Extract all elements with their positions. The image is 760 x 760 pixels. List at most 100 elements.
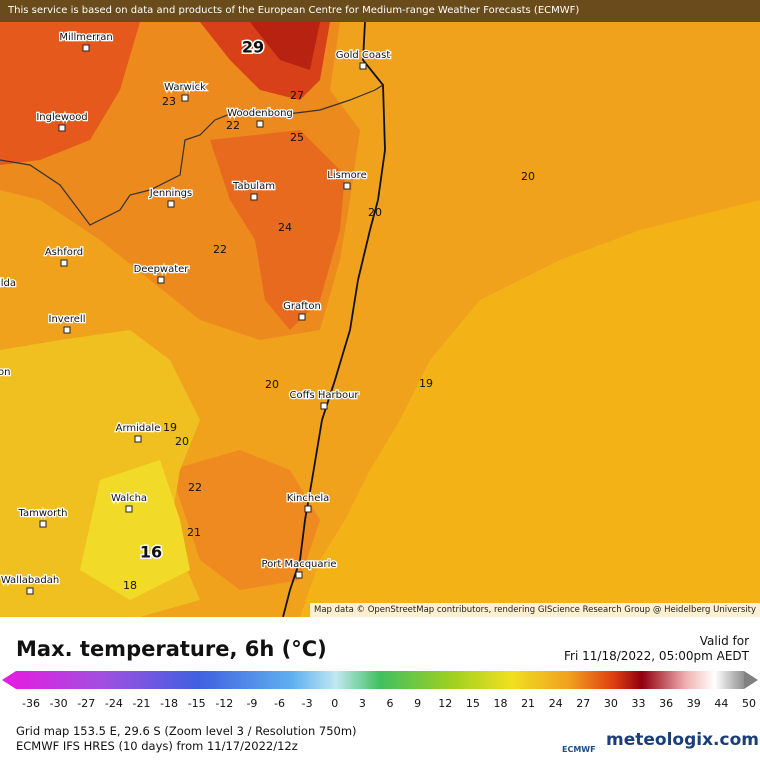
- scale-tick-label: -6: [274, 697, 285, 710]
- place-label: Warwick: [164, 82, 206, 93]
- scale-tick-label: -30: [50, 697, 68, 710]
- place-label: Port Macquarie: [261, 559, 336, 570]
- model-info: ECMWF IFS HRES (10 days) from 11/17/2022…: [16, 739, 298, 753]
- contour-label: 21: [187, 526, 201, 539]
- map-attribution: Map data © OpenStreetMap contributors, r…: [310, 603, 760, 617]
- scale-tick-label: 0: [331, 697, 338, 710]
- contour-label: 20: [175, 435, 189, 448]
- place-label: Tamworth: [18, 508, 68, 519]
- place-label: Inverell: [49, 314, 86, 325]
- place-marker: [320, 402, 328, 410]
- map: Millmerran Gold Coast Warwick Inglewood Wood…: [0, 0, 760, 617]
- ecmwf-logo: ECMWF: [562, 745, 596, 754]
- coastline: [282, 21, 386, 617]
- place-marker: [359, 62, 367, 70]
- contour-label: 27: [290, 89, 304, 102]
- scale-tick-label: 9: [414, 697, 421, 710]
- place-marker: [304, 505, 312, 513]
- contour-label: 23: [162, 95, 176, 108]
- contour-label: 20: [265, 378, 279, 391]
- place-marker: [125, 505, 133, 513]
- place-label: Lismore: [327, 170, 366, 181]
- scale-tick-label: -9: [246, 697, 257, 710]
- scale-tick-label: -18: [160, 697, 178, 710]
- place-marker: [134, 435, 142, 443]
- scale-tick-label: 6: [387, 697, 394, 710]
- scale-tick-label: 27: [576, 697, 590, 710]
- hot-zone-west: [0, 22, 140, 165]
- grid-info: Grid map 153.5 E, 29.6 S (Zoom level 3 /…: [16, 724, 357, 738]
- scale-tick-label: 18: [493, 697, 507, 710]
- warm-zone-south: [170, 450, 320, 590]
- place-label: Gold Coast: [336, 50, 391, 61]
- scale-tick-label: 36: [659, 697, 673, 710]
- place-marker: [26, 587, 34, 595]
- contour-label: 22: [188, 481, 202, 494]
- contour-label: 20: [521, 170, 535, 183]
- place-label: Walcha: [111, 493, 147, 504]
- scale-tick-label: 50: [742, 697, 756, 710]
- hottest-zone: [250, 22, 320, 70]
- state-border: [0, 84, 384, 226]
- place-marker: [167, 200, 175, 208]
- place-label: ilda: [0, 278, 16, 289]
- place-marker: [181, 94, 189, 102]
- legend-title: Max. temperature, 6h (°C): [16, 637, 327, 661]
- contour-label: 20: [368, 206, 382, 219]
- scale-tick-label: 30: [604, 697, 618, 710]
- contour-label: 25: [290, 131, 304, 144]
- coolest-zone: [80, 460, 190, 600]
- scale-tick-label: -15: [188, 697, 206, 710]
- site-logo: meteologix.com: [606, 730, 759, 750]
- scale-arrow-right: [744, 671, 758, 689]
- contour-label: 16: [140, 543, 162, 562]
- valid-time: Fri 11/18/2022, 05:00pm AEDT: [564, 649, 749, 663]
- scale-tick-label: -27: [77, 697, 95, 710]
- place-marker: [250, 193, 258, 201]
- scale-tick-label: -21: [132, 697, 150, 710]
- place-marker: [157, 276, 165, 284]
- scale-tick-label: 12: [438, 697, 452, 710]
- contour-label: 18: [123, 579, 137, 592]
- place-label: Millmerran: [59, 32, 112, 43]
- scale-tick-label: 24: [549, 697, 563, 710]
- place-label: Kinchela: [287, 493, 330, 504]
- place-marker: [63, 326, 71, 334]
- contour-label: 22: [213, 243, 227, 256]
- scale-arrow-left: [2, 671, 16, 689]
- color-scale: [2, 671, 758, 689]
- place-label: Armidale: [116, 423, 161, 434]
- contour-label: 19: [419, 377, 433, 390]
- scale-tick-label: 3: [359, 697, 366, 710]
- place-label: Woodenbong: [227, 108, 293, 119]
- valid-label: Valid for: [699, 634, 749, 648]
- scale-ticks: -36 -30 -27 -24 -21 -18 -15 -12 -9 -6 -3 0 3 6 9 12 15 18…: [22, 697, 756, 710]
- place-label: Grafton: [283, 301, 321, 312]
- scale-tick-label: -12: [215, 697, 233, 710]
- contour-label: 22: [226, 119, 240, 132]
- place-marker: [39, 520, 47, 528]
- place-label: Deepwater: [134, 264, 190, 275]
- place-marker: [298, 313, 306, 321]
- ecmwf-banner: This service is based on data and produc…: [0, 0, 760, 22]
- contour-label: 19: [163, 421, 177, 434]
- place-label: Ashford: [45, 247, 83, 258]
- scale-tick-label: 33: [632, 697, 646, 710]
- scale-tick-label: 44: [714, 697, 728, 710]
- place-marker: [256, 120, 264, 128]
- place-label: Wallabadah: [1, 575, 59, 586]
- scale-tick-label: 39: [687, 697, 701, 710]
- place-label: on: [0, 367, 10, 378]
- place-marker: [82, 44, 90, 52]
- scale-bar: [16, 671, 744, 689]
- place-marker: [343, 182, 351, 190]
- scale-tick-label: -3: [302, 697, 313, 710]
- place-marker: [58, 124, 66, 132]
- place-label: Tabulam: [232, 181, 275, 192]
- scale-tick-label: -36: [22, 697, 40, 710]
- scale-tick-label: -24: [105, 697, 123, 710]
- contour-label: 29: [242, 38, 264, 57]
- scale-tick-label: 15: [466, 697, 480, 710]
- contour-label: 24: [278, 221, 292, 234]
